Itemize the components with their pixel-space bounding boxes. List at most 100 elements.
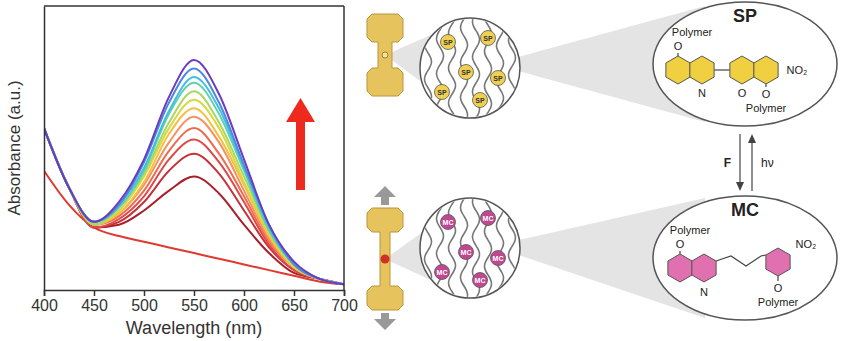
- mechanophore-bead: [491, 251, 506, 266]
- x-tick: 450: [81, 290, 108, 314]
- polymer-chain: [425, 198, 432, 298]
- bead-label: SP: [443, 39, 453, 46]
- x-tick-mark: [94, 290, 96, 296]
- aromatic-ring: [754, 56, 778, 84]
- mechanophore-bead: [441, 35, 456, 50]
- group-label: O: [738, 87, 747, 99]
- bead-label: MC: [461, 249, 472, 256]
- state-title: SP: [733, 6, 757, 26]
- spectrum-line: [44, 100, 344, 285]
- group-label: NO₂: [796, 238, 817, 250]
- aromatic-ring: [690, 56, 714, 84]
- mechanophore-bead: [481, 31, 496, 46]
- mechanophore-bead: [473, 273, 488, 288]
- x-tick-label: 500: [131, 297, 158, 314]
- zoom-circle: [420, 198, 520, 298]
- spectrum-line: [44, 117, 344, 285]
- molecule-panel: [653, 196, 837, 320]
- activation-spot: [381, 255, 390, 264]
- polymer-chain: [496, 198, 503, 298]
- x-tick-label: 650: [281, 297, 308, 314]
- arrow-head: [286, 98, 315, 122]
- group-label: Polymer: [746, 102, 787, 114]
- group-label: Polymer: [670, 224, 711, 236]
- dogbone-specimen: [367, 14, 403, 96]
- bond: [739, 134, 740, 188]
- bead-label: MC: [475, 277, 486, 284]
- x-tick: 700: [331, 290, 358, 314]
- spectrum-line: [44, 108, 344, 284]
- bead-label: MC: [437, 269, 448, 276]
- aromatic-ring: [730, 56, 754, 84]
- x-axis: 400 450 500 550 600 650 700: [31, 290, 358, 314]
- x-tick-mark: [194, 290, 196, 296]
- chart: 400 450 500 550 600 650 700 Wavelength (nm) Abso…: [5, 6, 358, 338]
- group-label: O: [674, 40, 683, 52]
- polymer-chains: [425, 18, 516, 118]
- group-label: N: [700, 286, 708, 298]
- x-tick-mark: [294, 290, 296, 296]
- bead-label: SP: [437, 89, 447, 96]
- bead-label: SP: [493, 75, 503, 82]
- aromatic-ring: [668, 254, 692, 282]
- bond: [777, 276, 778, 281]
- arrow-shaft: [296, 118, 305, 190]
- arrow-head: [748, 134, 756, 143]
- x-tick-mark: [244, 290, 246, 296]
- bond: [716, 255, 766, 266]
- zoom-cone: [492, 198, 705, 318]
- reaction-label: F: [724, 156, 731, 170]
- aromatic-ring: [766, 248, 790, 276]
- polymer-chain: [449, 198, 456, 298]
- bond: [714, 69, 730, 70]
- aromatic-ring: [692, 254, 716, 282]
- x-tick: 400: [31, 290, 58, 314]
- y-axis-title: Absorbance (a.u.): [5, 80, 24, 215]
- x-tick-label: 700: [331, 297, 358, 314]
- polymer-chain: [496, 18, 503, 118]
- bead-label: MC: [483, 215, 494, 222]
- bead-label: SP: [483, 35, 493, 42]
- aromatic-ring: [666, 56, 690, 84]
- mechanophore-bead: [435, 265, 450, 280]
- x-tick-mark: [344, 290, 346, 296]
- spectrum-line: [44, 91, 344, 284]
- molecule-panel: [653, 2, 837, 126]
- bond: [751, 137, 752, 191]
- mechanophore-bead: [459, 65, 474, 80]
- polymer-chain: [509, 18, 516, 118]
- state-title: MC: [731, 200, 759, 220]
- y-axis-line: [44, 7, 46, 291]
- group-label: Polymer: [672, 26, 713, 38]
- stretch-arrow: [374, 186, 396, 205]
- x-tick-mark: [144, 290, 146, 296]
- plot-frame-top: [44, 5, 344, 7]
- spectrum-line: [44, 83, 344, 285]
- plot-lines: [44, 60, 344, 284]
- group-label: Polymer: [758, 296, 799, 308]
- figure: 400 450 500 550 600 650 700 Wavelength (nm) Abso…: [0, 0, 848, 341]
- group-label: N: [698, 87, 706, 99]
- bead-label: MC: [443, 219, 454, 226]
- group-label: O: [676, 238, 685, 250]
- x-tick: 500: [131, 290, 158, 314]
- x-axis-line: [45, 291, 345, 297]
- x-tick: 600: [231, 290, 258, 314]
- diagram: SPSPSPSPSPSPMCMCMCMCMCMCSPPolymerONOOPol…: [367, 2, 837, 330]
- polymer-chain: [437, 18, 444, 118]
- plot-frame-right: [343, 6, 345, 290]
- group-label: O: [762, 88, 771, 100]
- x-tick-label: 550: [181, 297, 208, 314]
- zoom-circle: [420, 18, 520, 118]
- polymer-chain: [449, 18, 456, 118]
- polymer-chain: [509, 198, 516, 298]
- spectrum-line: [44, 60, 344, 284]
- x-axis-title: Wavelength (nm): [126, 318, 262, 338]
- mechanophore-bead: [481, 211, 496, 226]
- mechanophore-bead: [473, 93, 488, 108]
- zoom-cone: [492, 6, 705, 122]
- stretch-arrow: [374, 313, 396, 330]
- x-tick-mark: [44, 290, 46, 296]
- spectrum-line: [44, 77, 344, 284]
- group-label: O: [774, 282, 783, 294]
